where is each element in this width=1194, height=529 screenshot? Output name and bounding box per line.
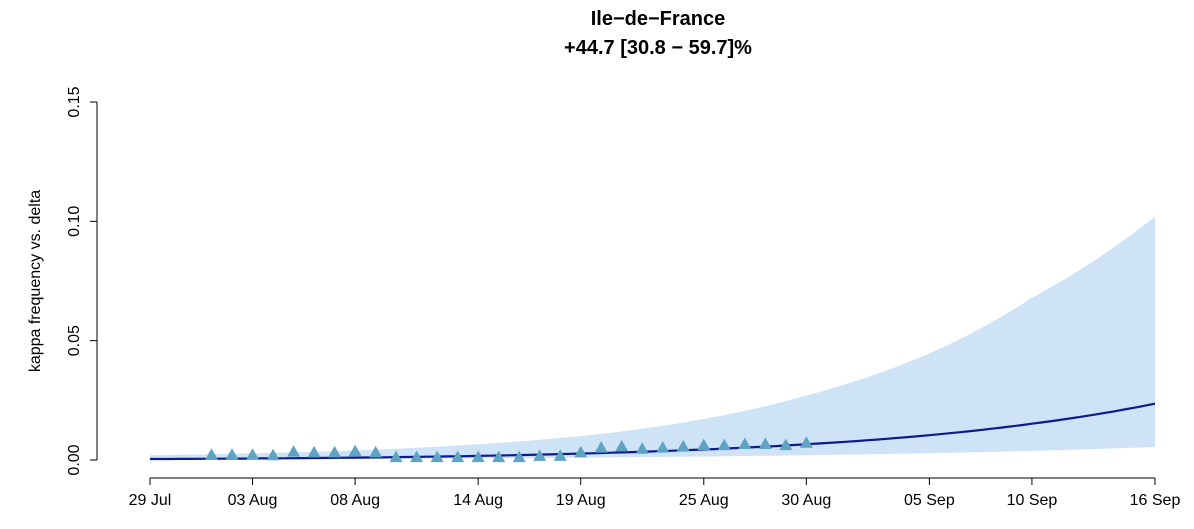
data-point [225,448,239,460]
data-point [369,445,383,458]
data-point [389,450,403,463]
x-tick-label: 14 Aug [453,492,503,509]
data-point [410,450,424,463]
chart-subtitle: +44.7 [30.8 − 59.7]% [564,37,752,59]
x-tick-label: 08 Aug [330,492,380,509]
data-point [697,438,711,451]
x-tick-label: 05 Sep [904,492,955,509]
confidence-band [150,216,1155,460]
data-point [574,445,588,458]
x-tick-label: 16 Sep [1130,492,1181,509]
x-tick-label: 19 Aug [556,492,606,509]
data-point [328,445,342,458]
chart-title: Ile−de−France [591,8,726,30]
x-tick-label: 30 Aug [781,492,831,509]
data-point [205,448,219,460]
fit-line [150,402,1156,461]
data-point [266,448,280,461]
data-point [492,450,506,463]
data-point [758,437,772,449]
data-point [553,449,567,461]
data-point [533,449,547,461]
data-point [451,450,465,463]
data-point [615,439,629,452]
y-tick-label: 0.00 [66,444,83,475]
x-tick-label: 03 Aug [228,492,278,509]
y-tick-label: 0.05 [66,325,83,356]
data-point [471,450,485,463]
data-point [635,442,649,454]
y-tick-label: 0.15 [66,86,83,117]
y-axis-label: kappa frequency vs. delta [27,190,44,372]
data-point [287,445,301,457]
data-point [348,444,362,457]
y-axis: 0.00 0.05 0.10 0.15 [66,86,98,476]
x-tick-label: 10 Sep [1007,492,1058,509]
data-point [799,436,813,448]
data-point [779,438,793,451]
data-point [430,450,444,463]
data-point [656,441,670,453]
data-point [594,441,608,453]
data-point [717,438,731,451]
data-point [738,437,752,449]
x-axis: 29 Jul 03 Aug 08 Aug 14 Aug 19 Aug 25 Aug 30 A… [129,477,1181,509]
y-tick-label: 0.10 [66,206,83,237]
data-point [512,450,526,463]
data-points [205,436,813,463]
x-tick-label: 25 Aug [679,492,729,509]
data-point [676,439,690,452]
x-tick-label: 29 Jul [129,492,172,509]
data-point [246,448,260,460]
data-point [307,445,321,458]
